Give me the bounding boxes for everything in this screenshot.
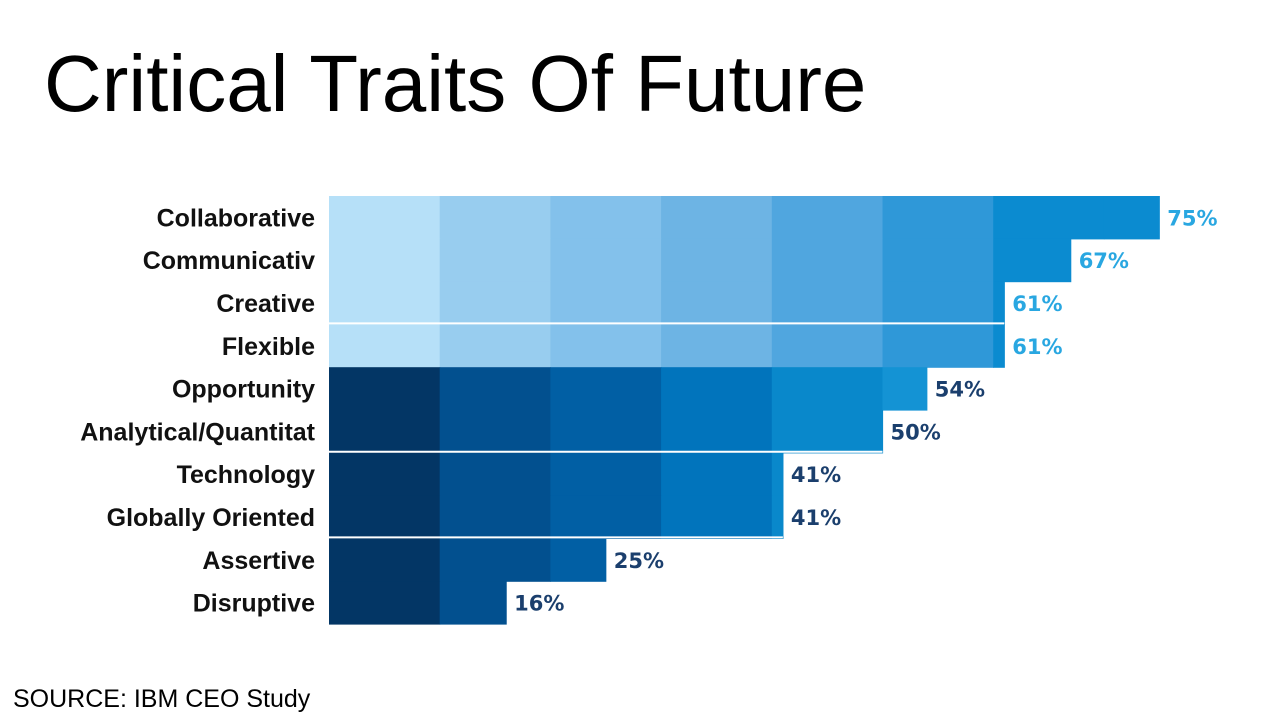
bar-4-segment-6 [882, 324, 994, 368]
bar-6-segment-4 [661, 410, 773, 454]
bar-2-segment-2 [439, 238, 551, 283]
value-label: 67% [1079, 249, 1129, 273]
value-label: 54% [935, 378, 985, 402]
value-label: 16% [514, 592, 564, 616]
bar-10-segment-1 [329, 581, 441, 625]
value-label: 61% [1012, 335, 1062, 359]
bars-layer [329, 196, 1160, 625]
slide-title: Critical Traits Of Future [44, 39, 867, 128]
bar-7-segment-2 [439, 452, 551, 497]
value-label: 41% [791, 506, 841, 530]
bar-10 [329, 581, 507, 625]
bar-1-segment-4 [661, 196, 773, 240]
bar-2-segment-4 [661, 238, 773, 283]
category-label: Flexible [222, 333, 315, 361]
bar-1-segment-6 [882, 196, 994, 240]
bar-5-segment-4 [661, 367, 773, 411]
bar-7-segment-3 [550, 452, 662, 497]
value-label: 25% [614, 549, 664, 573]
bar-8-segment-4 [661, 495, 773, 539]
bar-6-segment-3 [550, 410, 662, 454]
bar-1-segment-1 [329, 196, 441, 240]
category-label: Technology [177, 461, 316, 489]
row-separators [329, 322, 1005, 539]
category-label: Communicativ [143, 247, 315, 275]
bar-4-segment-2 [439, 324, 551, 368]
bar-9 [329, 538, 607, 582]
bar-8-segment-3 [550, 495, 662, 539]
bar-6-segment-5 [771, 410, 884, 454]
bar-6-segment-2 [439, 410, 551, 454]
category-labels: Collaborative Communicativ Creative Flexibl… [80, 204, 315, 617]
category-label: Collaborative [157, 204, 315, 232]
bar-5-segment-3 [550, 367, 662, 411]
bar-3-segment-3 [550, 281, 662, 325]
bar-1-segment-3 [550, 196, 662, 240]
bar-7-segment-5 [771, 452, 784, 497]
category-label: Opportunity [172, 376, 315, 404]
bar-5-segment-2 [439, 367, 551, 411]
value-label: 75% [1167, 206, 1217, 230]
bar-6 [329, 410, 884, 454]
bar-9-segment-1 [329, 538, 441, 582]
bar-8-segment-5 [771, 495, 784, 539]
bar-3 [329, 281, 1005, 325]
category-label: Analytical/Quantitat [80, 418, 315, 446]
value-label: 50% [891, 420, 941, 444]
bar-10-segment-2 [439, 581, 507, 625]
bar-3-segment-7 [993, 281, 1005, 325]
bar-4-segment-3 [550, 324, 662, 368]
bar-4-segment-7 [993, 324, 1005, 368]
bar-5-segment-1 [329, 367, 441, 411]
bar-8-segment-2 [439, 495, 551, 539]
bar-4-segment-1 [329, 324, 441, 368]
value-label: 41% [791, 463, 841, 487]
bar-5 [329, 367, 928, 411]
bar-1-segment-7 [993, 196, 1105, 240]
bar-4-segment-5 [771, 324, 884, 368]
bar-3-segment-5 [771, 281, 884, 325]
bar-6-segment-1 [329, 410, 441, 454]
bar-2-segment-7 [993, 238, 1072, 283]
value-labels: 75% 67% 61% 61% 54% 50% 41% 41% 25% 16% [514, 206, 1217, 615]
bar-1 [329, 196, 1160, 240]
bar-1-segment-8 [1103, 196, 1160, 240]
bar-1-segment-5 [771, 196, 884, 240]
bar-2-segment-5 [771, 238, 884, 283]
value-label: 61% [1012, 292, 1062, 316]
category-label: Globally Oriented [107, 504, 315, 532]
bar-2-segment-6 [882, 238, 994, 283]
bar-7-segment-1 [329, 452, 441, 497]
bar-3-segment-2 [439, 281, 551, 325]
bar-3-segment-4 [661, 281, 773, 325]
bar-4-segment-4 [661, 324, 773, 368]
category-label: Creative [216, 290, 315, 318]
bar-9-segment-2 [439, 538, 551, 582]
bar-3-segment-1 [329, 281, 441, 325]
bar-8 [329, 495, 784, 539]
bar-2 [329, 238, 1072, 283]
category-label: Disruptive [193, 590, 315, 618]
bar-1-segment-2 [439, 196, 551, 240]
bar-8-segment-1 [329, 495, 441, 539]
bar-3-segment-6 [882, 281, 994, 325]
bar-9-segment-3 [550, 538, 607, 582]
bar-5-segment-5 [771, 367, 884, 411]
bar-2-segment-1 [329, 238, 441, 283]
category-label: Assertive [202, 547, 315, 575]
bar-7-segment-4 [661, 452, 773, 497]
bar-2-segment-3 [550, 238, 662, 283]
bar-7 [329, 452, 784, 497]
bar-4 [329, 324, 1005, 368]
bar-5-segment-6 [882, 367, 928, 411]
source-note: SOURCE: IBM CEO Study [13, 685, 311, 713]
